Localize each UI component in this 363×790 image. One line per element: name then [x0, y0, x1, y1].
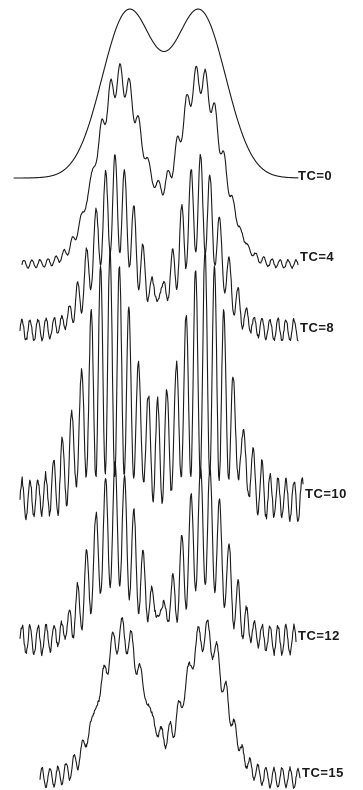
trace-label-tc-0: TC=0 [298, 168, 332, 183]
trace-group [13, 8, 304, 789]
trace-label-tc-8: TC=8 [300, 320, 334, 335]
trace-tc-10 [19, 249, 304, 523]
trace-label-tc-15: TC=15 [302, 765, 344, 780]
trace-label-tc-10: TC=10 [305, 486, 347, 501]
label-group: TC=0 TC=4 TC=8 TC=10 TC=12 TC=15 [298, 168, 347, 780]
trace-tc-12 [19, 461, 297, 657]
trace-tc-4 [21, 63, 299, 269]
trace-label-tc-4: TC=4 [300, 249, 334, 264]
trace-label-tc-12: TC=12 [298, 628, 340, 643]
trace-tc-8 [19, 153, 299, 342]
trace-tc-0 [13, 8, 299, 179]
trace-tc-15 [39, 617, 301, 789]
